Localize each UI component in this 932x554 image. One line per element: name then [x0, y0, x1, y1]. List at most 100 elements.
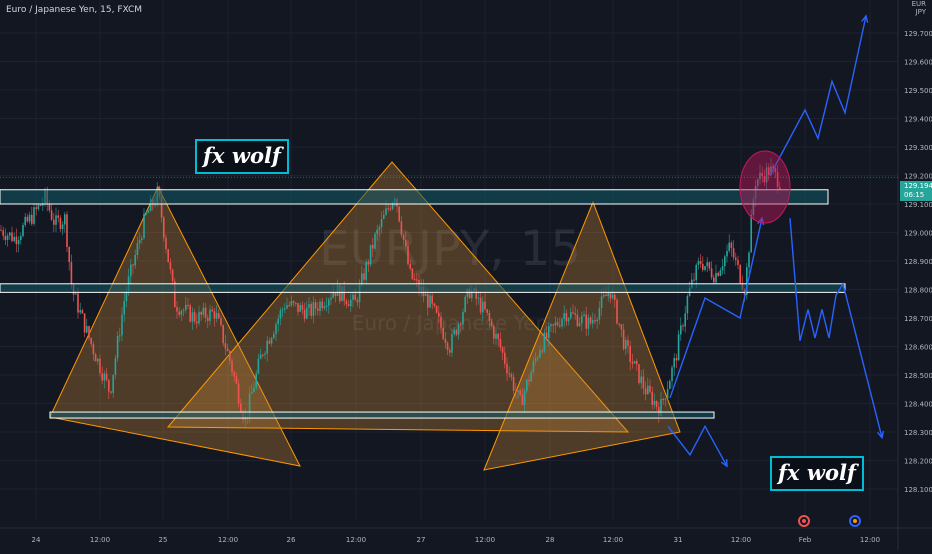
candle-body: [299, 305, 301, 312]
candle-body: [534, 358, 537, 361]
candle-body: [677, 334, 680, 361]
candle-body: [88, 326, 90, 339]
candle-body: [270, 338, 273, 344]
dividend-event-icon[interactable]: [849, 515, 861, 527]
candle-body: [497, 333, 499, 340]
candle-body: [702, 263, 704, 270]
price-zone: [49, 411, 715, 419]
y-tick-label: 129.600: [904, 59, 932, 67]
candle-body: [145, 212, 147, 214]
candle-body: [512, 376, 515, 391]
candle-body: [565, 313, 568, 322]
candle-body: [6, 235, 9, 240]
candle-body: [717, 272, 719, 276]
candle-body: [273, 333, 275, 339]
candle-body: [180, 310, 183, 315]
candle-body: [411, 268, 414, 279]
candle-body: [328, 299, 330, 306]
candle-body: [310, 303, 312, 316]
candle-body: [574, 313, 576, 315]
candle-body: [240, 403, 242, 413]
candle-body: [110, 391, 112, 393]
candle-body: [169, 262, 172, 270]
candle-body: [108, 379, 110, 392]
candle-body: [119, 335, 121, 337]
candle-body: [680, 325, 682, 335]
candle-body: [596, 319, 598, 322]
candle-body: [358, 284, 361, 303]
candle-body: [303, 309, 306, 319]
projection-path: [669, 218, 763, 399]
candle-body: [92, 344, 95, 355]
candle-body: [207, 317, 209, 321]
candle-body: [268, 340, 271, 344]
candle-body: [455, 330, 458, 335]
candle-body: [539, 350, 541, 358]
candle-body: [191, 312, 194, 322]
candlestick-series: [0, 158, 781, 428]
symbol-title[interactable]: Euro / Japanese Yen, 15, FXCM: [6, 5, 143, 15]
candle-body: [281, 309, 284, 311]
candle-body: [629, 345, 631, 362]
candle-body: [433, 303, 436, 306]
candle-body: [431, 295, 433, 304]
candle-body: [61, 224, 64, 230]
candle-body: [618, 323, 620, 325]
candle-body: [209, 309, 211, 321]
candle-body: [581, 315, 583, 324]
candle-body: [200, 311, 202, 315]
candle-body: [13, 236, 15, 242]
candle-body: [292, 301, 295, 303]
projection-arrowhead: [876, 430, 885, 440]
candle-body: [697, 261, 700, 265]
price-zone: [0, 189, 829, 205]
candle-body: [275, 324, 277, 334]
candle-body: [231, 360, 233, 372]
y-tick-label: 129.400: [904, 116, 932, 124]
candle-body: [570, 312, 572, 319]
candle-body: [376, 229, 378, 234]
candle-body: [655, 400, 658, 407]
candle-body: [644, 388, 647, 395]
candle-body: [490, 320, 493, 327]
symbol-watermark: EURJPY, 15 Euro / Japanese Yen: [319, 221, 581, 335]
candle-body: [193, 312, 196, 322]
candle-body: [735, 257, 737, 260]
x-tick-label: 12:00: [860, 536, 880, 544]
earnings-event-icon[interactable]: [798, 515, 810, 527]
x-tick-label: 12:00: [603, 536, 623, 544]
candle-body: [149, 199, 152, 212]
candle-body: [374, 233, 376, 249]
candle-body: [763, 176, 766, 183]
candle-body: [468, 288, 471, 299]
candle-body: [55, 215, 57, 225]
y-tick-label: 129.300: [904, 144, 932, 152]
candle-body: [64, 214, 66, 225]
x-tick-label: 24: [32, 536, 41, 544]
candle-body: [532, 360, 535, 372]
watermark-ticker: EURJPY, 15: [319, 221, 581, 277]
x-tick-label: 12:00: [731, 536, 751, 544]
candle-body: [708, 262, 711, 269]
candle-body: [517, 390, 519, 393]
candle-body: [409, 264, 411, 269]
candle-body: [2, 230, 4, 236]
candle-body: [229, 351, 231, 361]
candle-body: [347, 304, 350, 307]
candle-body: [105, 373, 108, 380]
candle-body: [306, 307, 308, 319]
candle-body: [323, 306, 326, 309]
candle-body: [286, 305, 288, 309]
currency-corner-label: EUR JPY: [912, 0, 926, 16]
candle-body: [319, 301, 321, 311]
candle-body: [248, 393, 251, 417]
candle-body: [561, 318, 563, 327]
candle-body: [699, 261, 702, 264]
candle-body: [627, 340, 629, 346]
candle-body: [77, 293, 79, 313]
candle-body: [693, 279, 695, 281]
y-tick-label: 128.200: [904, 458, 932, 466]
x-tick-label: 12:00: [346, 536, 366, 544]
